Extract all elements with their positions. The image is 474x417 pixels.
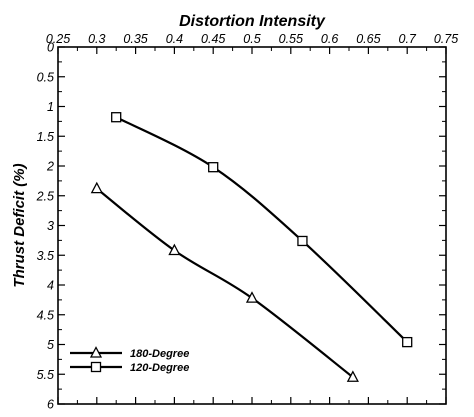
x-tick-label: 0.55 bbox=[279, 32, 303, 46]
data-point-120-degree bbox=[111, 112, 122, 123]
y-tick-label: 3.5 bbox=[37, 249, 54, 263]
legend-marker-square-icon bbox=[90, 361, 102, 373]
x-tick-label: 0.4 bbox=[166, 32, 183, 46]
x-tick-label: 0.3 bbox=[88, 32, 105, 46]
series-180-degree bbox=[90, 181, 359, 382]
y-tick-label: 5.5 bbox=[37, 368, 54, 382]
x-tick-label: 0.65 bbox=[356, 32, 380, 46]
y-tick-label: 4.5 bbox=[37, 308, 54, 322]
series-120-degree bbox=[111, 112, 413, 348]
data-point-180-degree bbox=[346, 370, 359, 382]
y-tick-label: 4 bbox=[47, 279, 54, 293]
y-tick-label: 1 bbox=[47, 100, 54, 114]
series-layer bbox=[90, 112, 413, 382]
x-tick-label: 0.25 bbox=[46, 32, 70, 46]
y-axis: 0 0.5 1 1.5 2 2.5 3 3.5 4 4.5 5 5.5 6 bbox=[36, 41, 446, 412]
y-tick-label: 3 bbox=[47, 219, 54, 233]
legend-label: 180-Degree bbox=[130, 348, 189, 360]
legend: 180-Degree 120-Degree bbox=[70, 346, 189, 374]
y-tick-label: 0 bbox=[47, 41, 54, 55]
series-line-120-degree bbox=[115, 116, 408, 343]
x-tick-label: 0.6 bbox=[321, 32, 338, 46]
data-point-180-degree bbox=[245, 291, 259, 303]
y-tick-label: 6 bbox=[47, 398, 54, 412]
data-point-120-degree bbox=[402, 336, 413, 348]
x-axis: 0.25 0.3 0.35 0.4 0.45 0.5 0.55 0.6 0.65 0.7 0.75 bbox=[46, 32, 458, 404]
x-tick-label: 0.7 bbox=[399, 32, 417, 46]
legend-item-120-degree: 120-Degree bbox=[70, 361, 189, 374]
legend-marker-triangle-icon bbox=[89, 346, 103, 358]
x-tick-label: 0.35 bbox=[123, 32, 147, 46]
data-point-120-degree bbox=[297, 235, 308, 247]
data-point-180-degree bbox=[90, 181, 103, 194]
chart-title: Distortion Intensity bbox=[179, 13, 326, 30]
y-tick-label: 2.5 bbox=[36, 189, 54, 203]
x-tick-label: 0.5 bbox=[243, 32, 260, 46]
series-line-180-degree bbox=[96, 187, 354, 379]
y-tick-label: 0.5 bbox=[37, 70, 54, 84]
data-point-180-degree bbox=[168, 243, 181, 256]
data-point-120-degree bbox=[208, 162, 219, 173]
y-tick-label: 1.5 bbox=[37, 130, 54, 144]
legend-item-180-degree: 180-Degree bbox=[70, 346, 189, 360]
y-tick-label: 2 bbox=[46, 160, 54, 174]
y-axis-label: Thrust Deficit (%) bbox=[11, 163, 28, 287]
y-tick-label: 5 bbox=[47, 338, 54, 352]
x-tick-label: 0.75 bbox=[434, 32, 458, 46]
legend-label: 120-Degree bbox=[130, 362, 189, 374]
x-tick-label: 0.45 bbox=[201, 32, 225, 46]
